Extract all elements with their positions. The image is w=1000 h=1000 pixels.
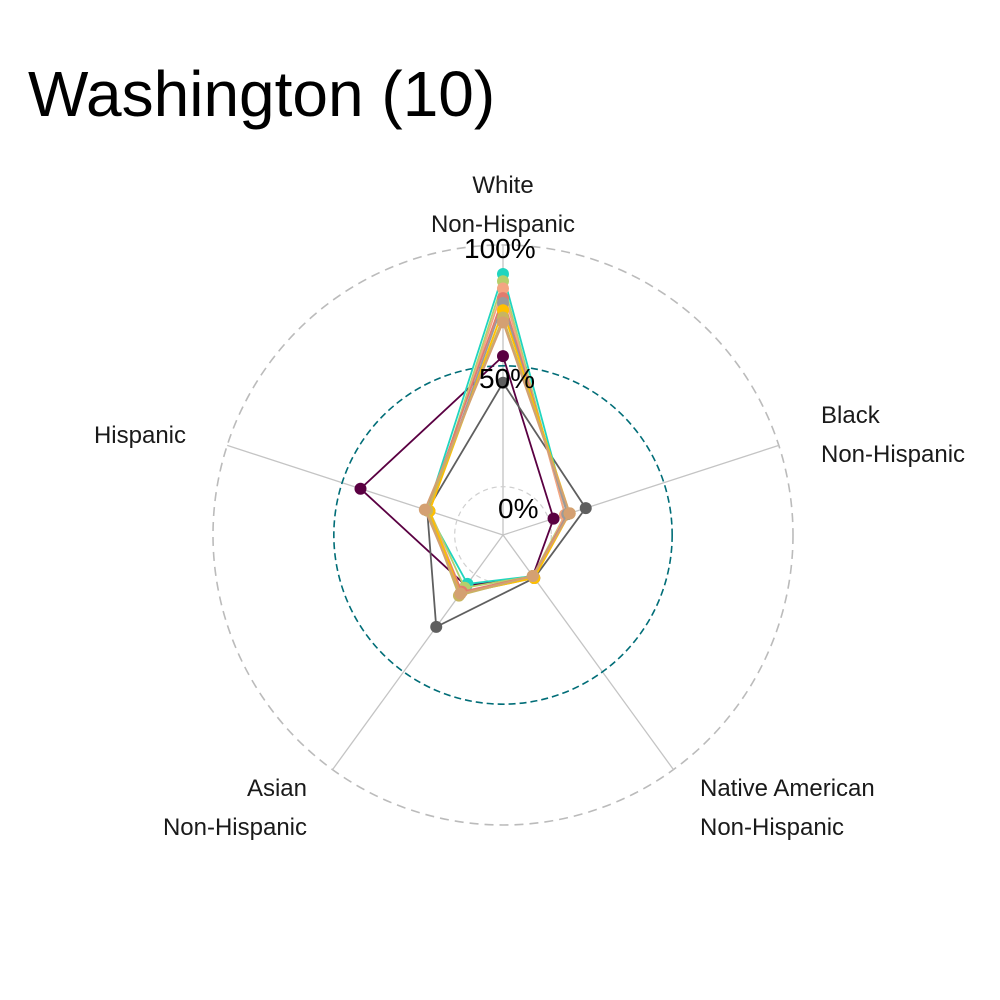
radial-tick-label: 0% bbox=[498, 493, 538, 524]
radial-tick-label: 50% bbox=[479, 363, 535, 394]
data-point bbox=[418, 503, 431, 516]
data-point bbox=[497, 282, 509, 295]
series-line bbox=[423, 319, 571, 595]
axis-label: Non-Hispanic bbox=[821, 441, 965, 468]
radar-grid bbox=[212, 244, 794, 826]
axis-label: Asian bbox=[247, 775, 307, 802]
chart-title: Washington (10) bbox=[28, 58, 496, 130]
radar-labels: 0% 50% 100% White Non-Hispanic Black Non-Hispa… bbox=[94, 172, 965, 841]
axis-label: Hispanic bbox=[94, 422, 186, 449]
axis-label: Native American bbox=[700, 775, 875, 802]
radial-tick-label: 100% bbox=[464, 233, 536, 264]
data-point bbox=[526, 570, 539, 583]
midpoint-reference-circle bbox=[333, 365, 673, 705]
series-line bbox=[426, 381, 587, 629]
data-point bbox=[563, 507, 576, 520]
axis-spoke bbox=[502, 534, 674, 770]
radar-series bbox=[354, 268, 592, 633]
axis-label: Black bbox=[821, 402, 881, 429]
axis-spoke bbox=[332, 534, 504, 770]
data-point bbox=[497, 376, 509, 389]
data-point bbox=[579, 502, 592, 515]
data-point bbox=[497, 316, 509, 329]
data-point bbox=[454, 587, 467, 600]
data-point bbox=[430, 620, 443, 633]
data-point bbox=[497, 350, 509, 363]
data-point bbox=[354, 482, 367, 495]
axis-label: Non-Hispanic bbox=[431, 211, 575, 238]
axis-label: Non-Hispanic bbox=[700, 814, 844, 841]
axis-label: Non-Hispanic bbox=[163, 814, 307, 841]
axis-label: White bbox=[472, 172, 533, 199]
data-point bbox=[547, 512, 560, 525]
